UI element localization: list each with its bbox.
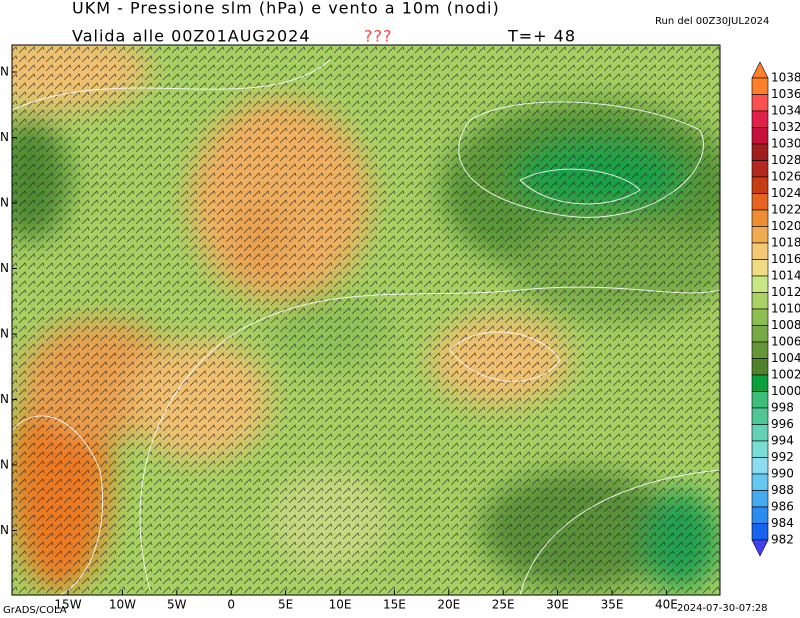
lat-label: N (0, 65, 9, 79)
colorbar-label: 1004 (771, 351, 800, 365)
colorbar-cell (751, 424, 769, 442)
colorbar-label: 994 (771, 434, 794, 448)
colorbar-cell (751, 391, 769, 409)
colorbar-cell (751, 473, 769, 491)
colorbar-cell (751, 374, 769, 392)
colorbar-label: 982 (771, 533, 794, 547)
credit: GrADS/COLA (3, 605, 67, 616)
colorbar-label: 1038 (771, 71, 800, 85)
lat-label: N (0, 196, 9, 210)
colorbar-cell (751, 523, 769, 541)
lon-label: 20E (437, 598, 460, 612)
colorbar-cell (751, 94, 769, 112)
lon-labels: 15W 10W 5W 0 5E 10E 15E 20E 25E 30E 35E 40E (54, 590, 678, 612)
colorbar-label: 990 (771, 467, 794, 481)
colorbar-label: 1030 (771, 137, 800, 151)
colorbar-label: 1018 (771, 236, 800, 250)
colorbar-label: 992 (771, 450, 794, 464)
colorbar-cell (751, 176, 769, 194)
colorbar-label: 1006 (771, 335, 800, 349)
colorbar-label: 998 (771, 401, 794, 415)
title: UKM - Pressione slm (hPa) e vento a 10m … (72, 0, 500, 18)
lat-label: N (0, 261, 9, 275)
lon-label: 40E (655, 598, 678, 612)
colorbar-label: 988 (771, 483, 794, 497)
colorbar-label: 984 (771, 516, 794, 530)
colorbar-cell (751, 440, 769, 458)
colorbar: 1038 1036 1034 1032 1030 1028 1026 1024 1022 1020… (751, 61, 800, 557)
colorbar-label: 986 (771, 500, 794, 514)
colorbar-label: 1012 (771, 285, 800, 299)
lat-label: N (0, 523, 9, 537)
lon-label: 35E (601, 598, 624, 612)
colorbar-label: 1016 (771, 252, 800, 266)
lat-label: N (0, 130, 9, 144)
colorbar-cell (751, 193, 769, 211)
colorbar-label: 1028 (771, 153, 800, 167)
lon-label: 25E (492, 598, 515, 612)
lon-label: 30E (546, 598, 569, 612)
colorbar-cell (751, 242, 769, 260)
colorbar-label: 1000 (771, 384, 800, 398)
colorbar-cell (751, 143, 769, 161)
colorbar-cell (751, 325, 769, 343)
colorbar-label: 1014 (771, 269, 800, 283)
colorbar-label: 1032 (771, 120, 800, 134)
colorbar-cell (751, 226, 769, 244)
colorbar-cell (751, 407, 769, 425)
lon-label: 0 (227, 598, 235, 612)
flag: ??? (364, 27, 392, 46)
map-area (12, 45, 720, 595)
lat-labels: N N N N N N N N (0, 65, 17, 537)
lon-label: 15W (54, 598, 81, 612)
colorbar-label: 1036 (771, 87, 800, 101)
colorbar-label: 1034 (771, 104, 800, 118)
lon-label: 5W (167, 598, 187, 612)
colorbar-cell (751, 457, 769, 475)
colorbar-label: 1010 (771, 302, 800, 316)
colorbar-cell (751, 490, 769, 508)
colorbar-cell (751, 506, 769, 524)
colorbar-cell (751, 160, 769, 178)
colorbar-label: 1022 (771, 203, 800, 217)
colorbar-label: 1026 (771, 170, 800, 184)
timestamp: 2024-07-30-07:28 (677, 603, 768, 614)
lat-label: N (0, 458, 9, 472)
colorbar-cell (751, 308, 769, 326)
colorbar-label: 1024 (771, 186, 800, 200)
colorbar-cell (751, 275, 769, 293)
colorbar-cell (751, 341, 769, 359)
forecast-step: T=+ 48 (507, 27, 576, 46)
colorbar-label: 1020 (771, 219, 800, 233)
colorbar-arrow-bottom (751, 539, 769, 557)
map-frame (11, 44, 721, 596)
colorbar-arrow-top (751, 61, 769, 79)
colorbar-cell (751, 110, 769, 128)
colorbar-label: 1002 (771, 368, 800, 382)
colorbar-label: 1008 (771, 318, 800, 332)
run-time: Run del 00Z30JUL2024 (655, 16, 769, 27)
lon-label: 10W (109, 598, 136, 612)
colorbar-cell (751, 358, 769, 376)
colorbar-cell (751, 127, 769, 145)
lon-label: 5E (278, 598, 293, 612)
valid-time: Valida alle 00Z01AUG2024 (72, 27, 311, 46)
lat-label: N (0, 327, 9, 341)
colorbar-cell (751, 77, 769, 95)
colorbar-cell (751, 292, 769, 310)
lat-label: N (0, 392, 9, 406)
lon-label: 15E (383, 598, 406, 612)
colorbar-cell (751, 259, 769, 277)
colorbar-label: 996 (771, 417, 794, 431)
lon-label: 10E (329, 598, 352, 612)
colorbar-cell (751, 209, 769, 227)
